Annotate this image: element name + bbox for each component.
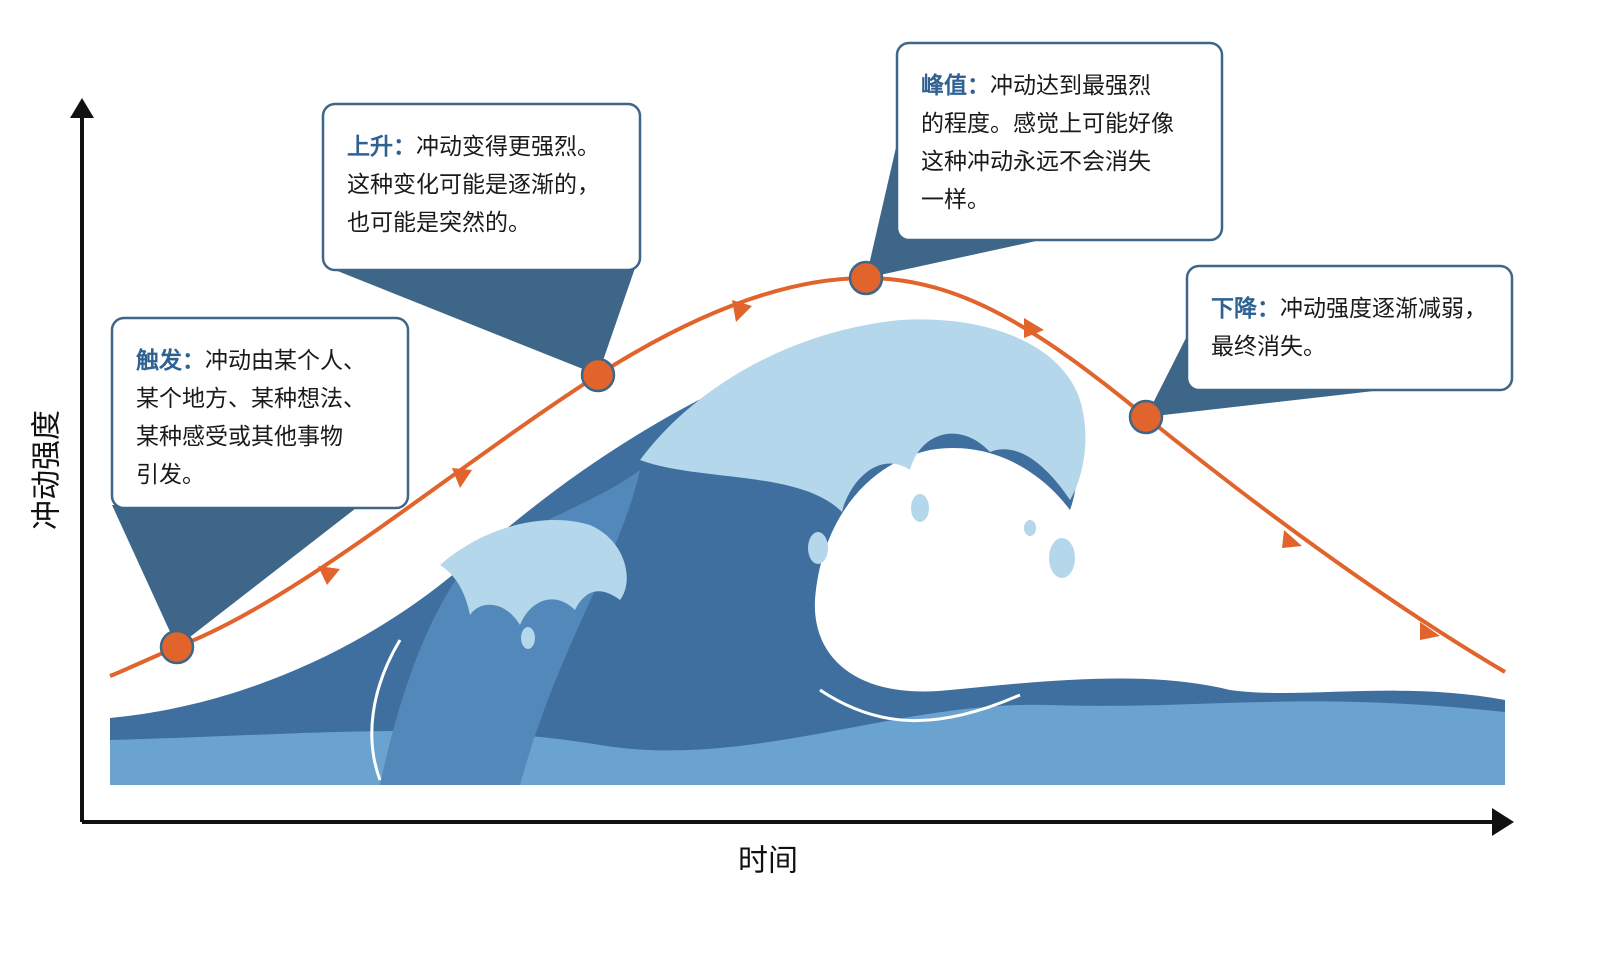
y-axis-arrow [70,98,94,118]
stage-title: 上升： [347,134,416,160]
stage-point [580,357,616,393]
stage-text: 峰值：冲动达到最强烈的程度。感觉上可能好像这种冲动永远不会消失一样。 [921,72,1174,213]
stage-line: 冲动变得更强烈。 [416,134,600,160]
stage-title: 下降： [1211,296,1280,322]
stage-line: 某种感受或其他事物 [136,424,343,450]
stage-line: 也可能是突然的。 [347,210,531,236]
callout-pointer [330,268,635,375]
stage-text: 上升：冲动变得更强烈。这种变化可能是逐渐的， 也可能是突然的。 [347,134,600,236]
impulse-curve [109,275,1507,678]
stage-line: 冲动由某个人、 [205,348,366,374]
stage-point [848,260,884,296]
stage-line: 的程度。感觉上可能好像 [921,111,1174,137]
curve-arrows [318,300,1440,640]
x-axis-label: 时间 [738,844,798,879]
x-axis-arrow [1492,808,1514,836]
callout-box [321,102,642,272]
stage-title: 峰值： [921,72,990,99]
stage-callout: 上升：冲动变得更强烈。这种变化可能是逐渐的， 也可能是突然的。 [321,102,642,393]
stage-callout: 峰值：冲动达到最强烈的程度。感觉上可能好像这种冲动永远不会消失一样。 [848,41,1224,296]
stage-line: 这种变化可能是逐渐的， [347,172,600,198]
callouts: 触发：冲动由某个人、某个地方、某种想法、某种感受或其他事物引发。 上升：冲动变得更… [110,41,1514,665]
callout-box [110,316,410,510]
stage-callout: 触发：冲动由某个人、某个地方、某种想法、某种感受或其他事物引发。 [110,316,410,665]
y-axis-label: 冲动强度 [30,410,65,530]
callout-box [1185,264,1514,392]
stage-line: 冲动强度逐渐减弱， [1280,296,1487,322]
stage-line: 一样。 [921,187,990,213]
stage-line: 某个地方、某种想法、 [136,386,366,412]
stage-line: 冲动达到最强烈 [990,73,1151,99]
callout-pointer [112,505,360,647]
callout-pointer [1146,330,1400,417]
stage-line: 这种冲动永远不会消失 [921,149,1151,175]
stage-text: 下降：冲动强度逐渐减弱， 最终消失。 [1211,296,1487,360]
stage-title: 触发： [136,347,205,374]
stage-point [1128,399,1164,435]
stage-text: 触发：冲动由某个人、某个地方、某种想法、某种感受或其他事物引发。 [136,347,366,488]
stage-callout: 下降：冲动强度逐渐减弱， 最终消失。 [1128,264,1514,435]
stage-point [159,629,195,665]
callout-box [895,41,1224,242]
stage-line: 最终消失。 [1211,334,1326,360]
wave-illustration [110,319,1505,785]
stage-line: 引发。 [136,462,205,488]
